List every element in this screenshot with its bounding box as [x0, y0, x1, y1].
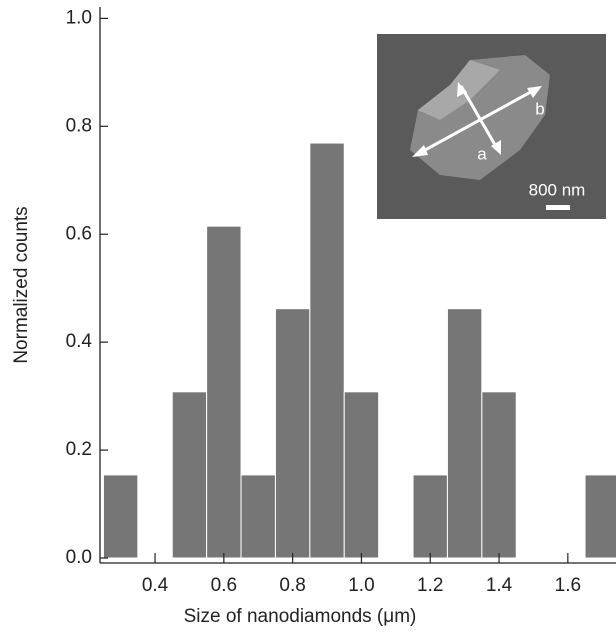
- inset-label-b: b: [535, 99, 544, 118]
- x-tick-label: 0.4: [142, 575, 169, 596]
- y-tick-label: 0.4: [66, 331, 93, 352]
- bar: [447, 309, 481, 558]
- x-tick-label: 1.2: [417, 575, 443, 596]
- y-tick-label: 0.8: [66, 115, 92, 136]
- x-axis-label: Size of nanodiamonds (μm): [184, 606, 417, 627]
- bar: [482, 392, 516, 558]
- y-axis-label: Normalized counts: [11, 206, 32, 363]
- bar: [241, 475, 275, 558]
- x-tick-label: 1.6: [555, 575, 581, 596]
- y-tick-label: 0.2: [66, 439, 92, 460]
- x-tick-label: 0.6: [211, 575, 237, 596]
- bar: [103, 475, 137, 558]
- bar: [344, 392, 378, 558]
- x-tick-label: 0.8: [279, 575, 305, 596]
- x-tick-label: 1.4: [486, 575, 513, 596]
- x-tick-label: 1.0: [348, 575, 374, 596]
- y-tick-label: 0.6: [66, 223, 92, 244]
- inset-image: a b 800 nm: [377, 34, 606, 219]
- bar: [413, 475, 447, 558]
- scale-bar-label: 800 nm: [529, 180, 586, 199]
- y-tick-label: 0.0: [66, 547, 92, 568]
- bar: [207, 226, 241, 558]
- chart: Size of nanodiamonds (μm) Normalized cou…: [0, 0, 616, 634]
- scale-bar: [546, 205, 570, 210]
- inset-label-a: a: [477, 144, 487, 163]
- bar: [275, 309, 309, 558]
- bar: [172, 392, 206, 558]
- bar: [585, 475, 616, 558]
- bar: [310, 143, 344, 558]
- y-tick-label: 1.0: [66, 7, 92, 28]
